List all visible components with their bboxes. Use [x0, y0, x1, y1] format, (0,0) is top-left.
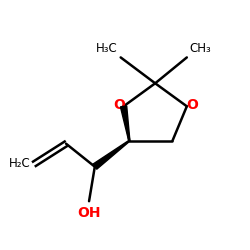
- Polygon shape: [120, 106, 130, 141]
- Polygon shape: [93, 140, 130, 169]
- Text: H₂C: H₂C: [9, 157, 31, 170]
- Text: O: O: [186, 98, 198, 112]
- Text: H₃C: H₃C: [96, 42, 118, 55]
- Text: O: O: [113, 98, 125, 112]
- Text: OH: OH: [77, 206, 101, 220]
- Text: CH₃: CH₃: [190, 42, 212, 55]
